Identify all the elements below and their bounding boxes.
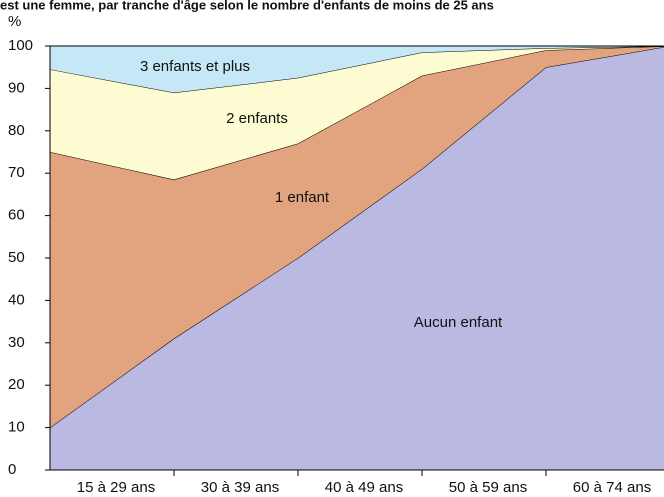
- y-tick-label: 70: [8, 164, 25, 181]
- x-tick-label: 60 à 74 ans: [573, 479, 651, 496]
- chart-title: est une femme, par tranche d'âge selon l…: [0, 0, 494, 12]
- y-tick-label: 10: [8, 419, 25, 436]
- y-tick-label: 60: [8, 207, 25, 224]
- x-tick-label: 15 à 29 ans: [77, 479, 155, 496]
- area: [50, 47, 664, 470]
- area: [50, 46, 664, 428]
- area-label: 1 enfant: [275, 189, 330, 206]
- y-tick-label: 80: [8, 122, 25, 139]
- area-label: 2 enfants: [226, 110, 288, 127]
- y-tick-label: 100: [8, 37, 33, 54]
- area: [50, 46, 664, 180]
- area-label: Aucun enfant: [414, 314, 503, 331]
- area-label: 3 enfants et plus: [140, 58, 250, 75]
- y-tick-label: 20: [8, 376, 25, 393]
- y-tick-label: 90: [8, 79, 25, 96]
- y-axis-label: %: [8, 13, 21, 30]
- x-tick-label: 50 à 59 ans: [449, 479, 527, 496]
- y-tick-label: 40: [8, 291, 25, 308]
- y-tick-label: 0: [8, 461, 16, 478]
- y-tick-label: 50: [8, 249, 25, 266]
- x-tick-label: 40 à 49 ans: [325, 479, 403, 496]
- x-tick-label: 30 à 39 ans: [201, 479, 279, 496]
- y-tick-label: 30: [8, 334, 25, 351]
- area: [50, 46, 664, 93]
